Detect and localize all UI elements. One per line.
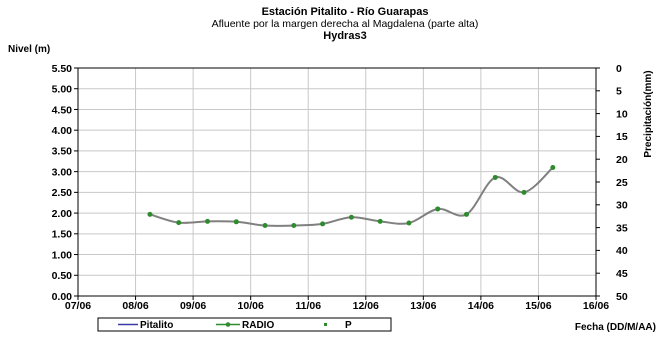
chart-subtitle-2: Hydras3 — [323, 30, 366, 42]
data-point — [406, 220, 412, 226]
y-axis-label: Nivel (m) — [8, 44, 50, 55]
x-tick-label: 08/06 — [122, 300, 148, 312]
data-point — [291, 223, 297, 229]
legend-label-pitalito: Pitalito — [140, 320, 173, 331]
y2-tick-label: 15 — [616, 131, 628, 143]
data-point — [377, 218, 383, 224]
y-tick-label: 3.00 — [52, 166, 73, 178]
data-point — [205, 218, 210, 224]
data-point — [262, 223, 268, 229]
y-tick-label: 1.50 — [52, 229, 73, 241]
series-group — [147, 164, 556, 229]
x-tick-label: 16/06 — [583, 300, 609, 312]
y-tick-label: 4.50 — [52, 104, 73, 116]
x-tick-label: 14/06 — [468, 300, 494, 312]
x-tick-label: 09/06 — [180, 300, 206, 312]
y2-tick-label: 5 — [616, 86, 622, 98]
data-point — [176, 220, 182, 226]
y2-tick-label: 0 — [616, 63, 622, 75]
data-point — [492, 174, 498, 180]
legend-box — [97, 317, 392, 332]
y-tick-label: 0.50 — [52, 270, 73, 282]
x-tick-label: 12/06 — [353, 300, 379, 312]
y2-axis-label: Precipitación(mm) — [643, 70, 654, 157]
y2-tick-label: 35 — [616, 222, 628, 234]
y-tick-label: 2.00 — [52, 208, 73, 220]
y2-tick-label: 25 — [616, 177, 628, 189]
data-point — [521, 189, 527, 195]
y2-tick-label: 40 — [616, 245, 628, 257]
y-tick-label: 5.50 — [52, 63, 73, 75]
x-axis-ticks: 07/06 08/06 09/06 10/06 11/06 12/06 13/06 14/06… — [65, 296, 609, 312]
data-point — [435, 206, 441, 212]
legend-marker-p — [324, 323, 327, 326]
y-tick-label: 0.00 — [52, 291, 73, 303]
y-tick-label: 2.50 — [52, 187, 73, 199]
legend-marker-radio — [225, 322, 231, 327]
y-tick-label: 5.00 — [52, 84, 73, 96]
y2-axis-ticks: 0 5 10 15 20 25 30 35 40 45 50 — [596, 63, 628, 303]
x-tick-label: 13/06 — [410, 300, 436, 312]
x-axis-label: Fecha (DD/M/AA) — [575, 322, 656, 333]
data-point — [464, 211, 469, 217]
x-tick-label: 07/06 — [65, 300, 91, 312]
legend-label-p: P — [345, 320, 352, 331]
y2-tick-label: 50 — [616, 291, 628, 303]
y2-tick-label: 30 — [616, 200, 628, 212]
y-tick-label: 4.00 — [52, 125, 73, 137]
y-tick-label: 1.00 — [52, 249, 73, 261]
y2-tick-label: 10 — [616, 108, 628, 120]
x-tick-label: 15/06 — [525, 300, 551, 312]
y2-tick-label: 45 — [616, 268, 628, 280]
chart-title: Estación Pitalito - Río Guarapas — [262, 6, 429, 18]
data-point — [320, 221, 326, 227]
x-tick-label: 11/06 — [295, 300, 321, 312]
x-tick-label: 10/06 — [238, 300, 264, 312]
y-tick-label: 3.50 — [52, 146, 73, 158]
data-point — [348, 214, 354, 220]
y2-tick-label: 20 — [616, 154, 628, 166]
y-axis-ticks: 0.00 0.50 1.00 1.50 2.00 2.50 3.00 3.50 4.00 4.50… — [52, 63, 78, 303]
chart-subtitle: Afluente por la margen derecha al Magdal… — [212, 18, 479, 30]
data-point — [147, 211, 153, 217]
data-point — [550, 164, 556, 170]
data-point — [233, 219, 239, 225]
legend: Pitalito RADIO P — [97, 317, 392, 332]
legend-label-radio: RADIO — [242, 320, 274, 331]
